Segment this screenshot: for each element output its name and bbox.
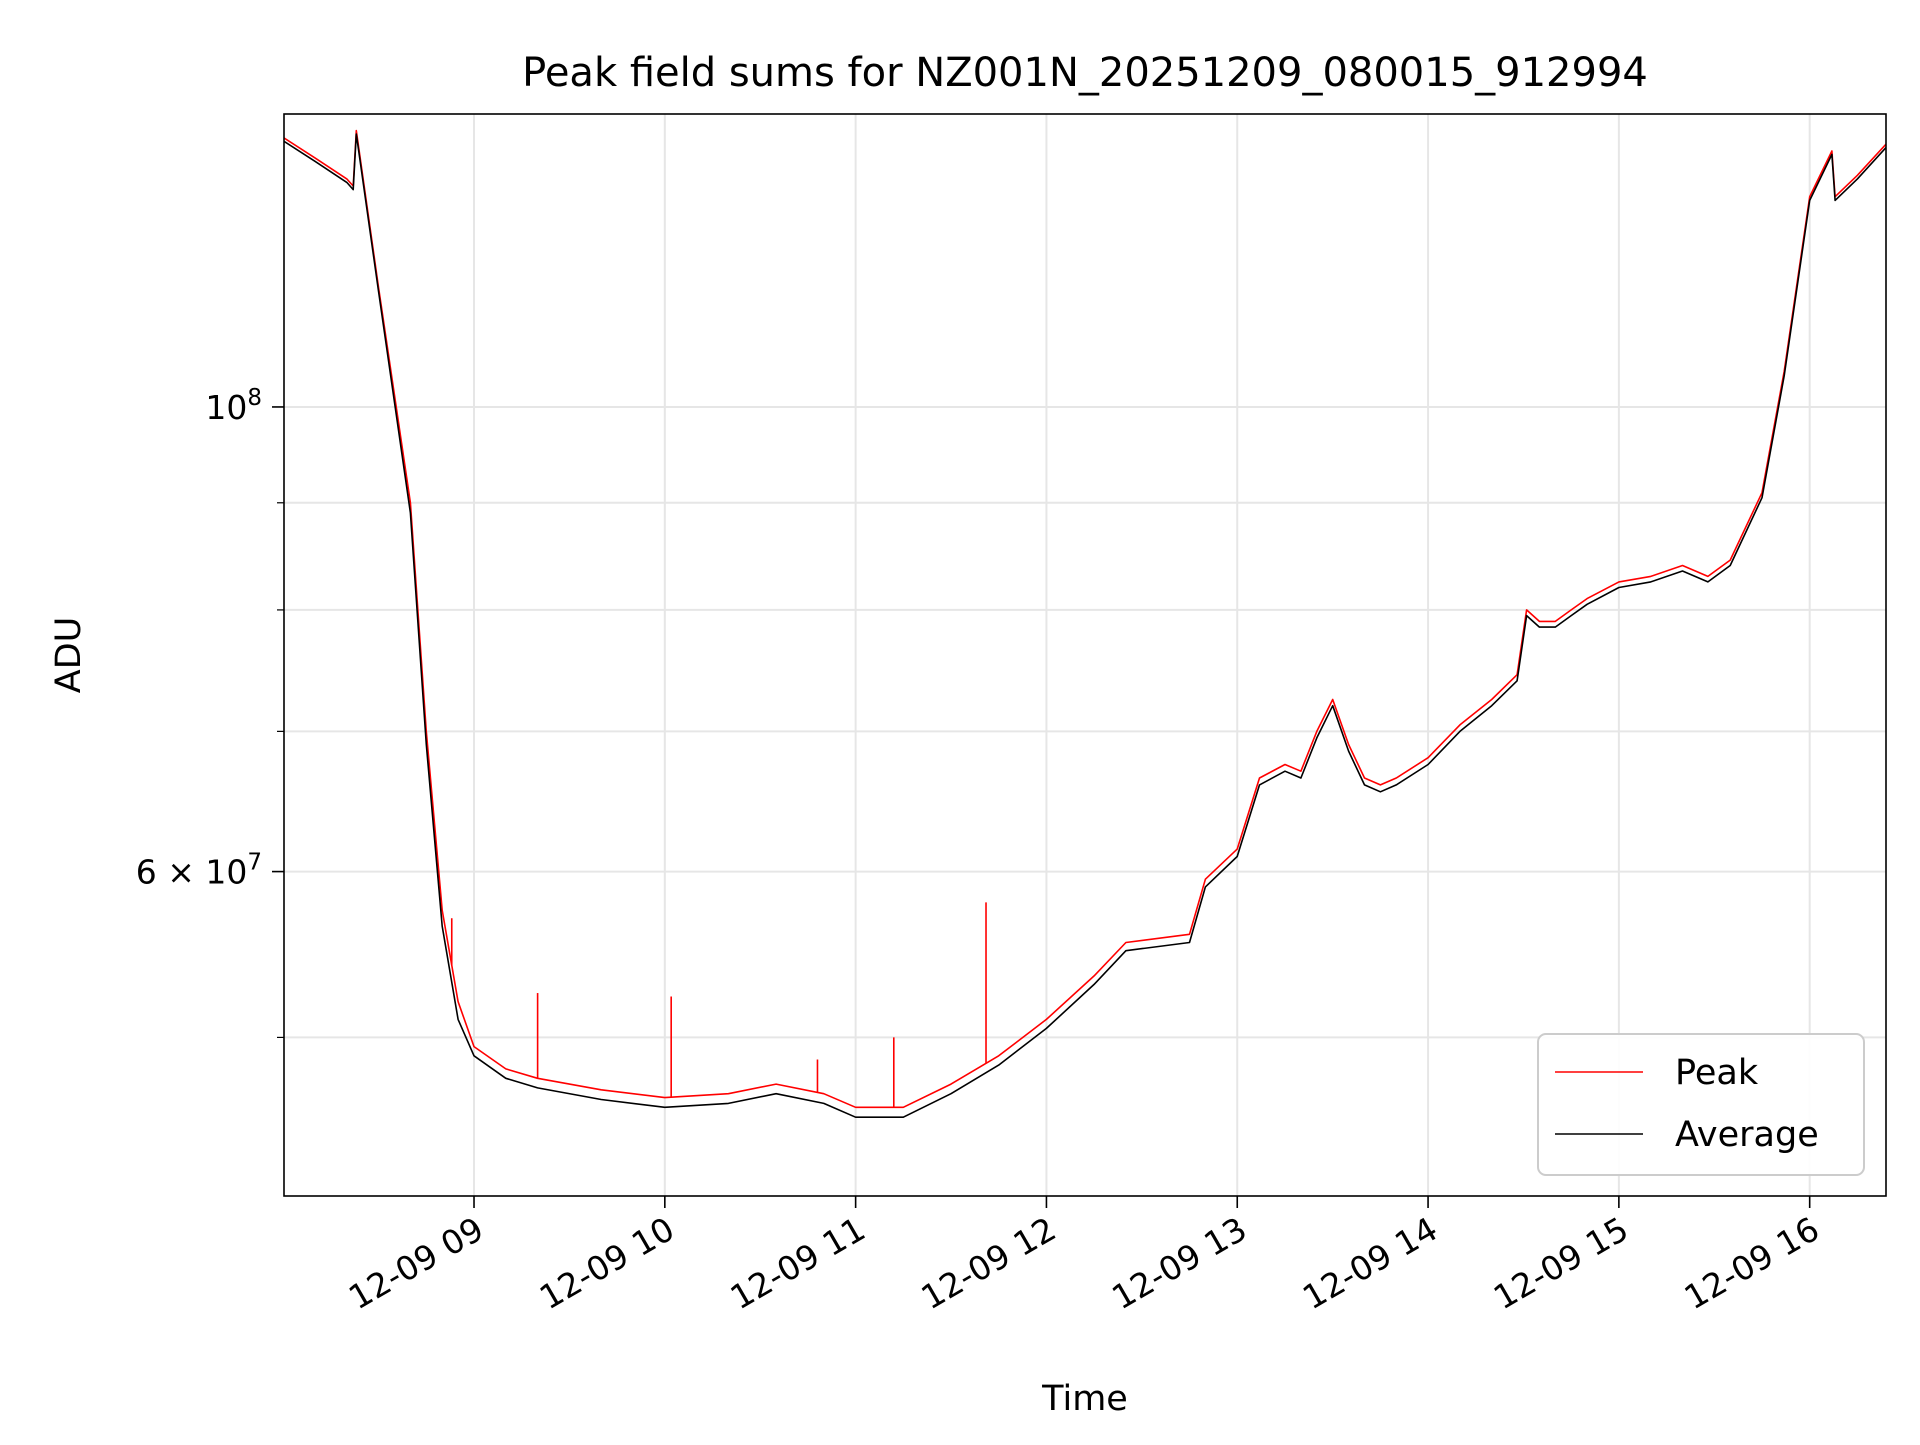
legend-label-peak: Peak	[1675, 1053, 1759, 1093]
legend-box	[1537, 1033, 1865, 1176]
y-axis-label: ADU	[49, 617, 89, 694]
legend: Peak Average	[1537, 1033, 1865, 1176]
series-line-average	[284, 133, 1886, 1118]
series-layer	[284, 129, 1886, 1118]
legend-label-average: Average	[1675, 1115, 1819, 1155]
chart-title: Peak field sums for NZ001N_20251209_0800…	[522, 50, 1648, 96]
grid-lines	[284, 114, 1886, 1196]
plot-area	[284, 129, 1886, 1118]
x-axis-label: Time	[1041, 1379, 1128, 1419]
y-axis-ticks: 108 6 × 107	[136, 385, 284, 1039]
y-tick-label: 108	[205, 385, 262, 427]
plot-frame	[283, 113, 1887, 1197]
series-line-peak	[284, 129, 1886, 1109]
y-tick-label: 6 × 107	[136, 850, 262, 892]
